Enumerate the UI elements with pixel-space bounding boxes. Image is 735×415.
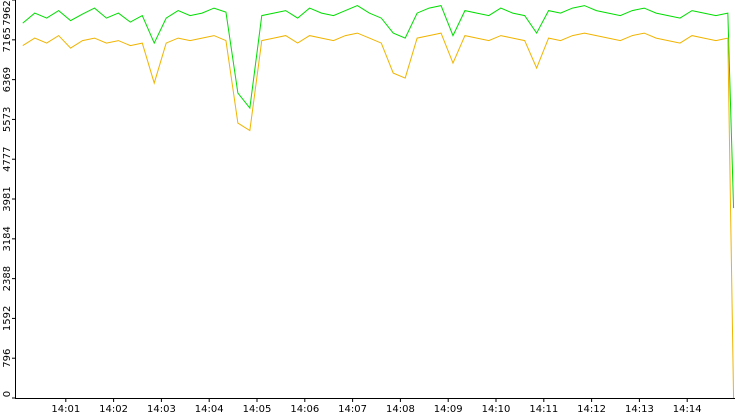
x-tick-label: 14:14 [673, 404, 702, 415]
x-tick-label: 14:13 [625, 404, 654, 415]
y-tick-label: 3981 [2, 186, 13, 211]
y-tick-label: 6369 [2, 67, 13, 92]
y-tick-label: 2388 [2, 266, 13, 291]
series-line [22, 5, 735, 209]
x-tick-label: 14:09 [434, 404, 463, 415]
y-tick-label: 1592 [2, 306, 13, 331]
y-tick-label: 4777 [2, 146, 13, 171]
x-tick-label: 14:07 [338, 404, 367, 415]
y-tick-label: 7165 [2, 27, 13, 52]
y-tick-label: 7962 [2, 0, 13, 25]
y-tick-label: 0 [2, 391, 13, 397]
x-tick-label: 14:02 [99, 404, 128, 415]
y-tick-label: 3184 [2, 226, 13, 251]
x-tick-label: 14:12 [577, 404, 606, 415]
x-tick-label: 14:08 [386, 404, 415, 415]
x-tick-label: 14:06 [290, 404, 319, 415]
x-tick-label: 14:03 [147, 404, 176, 415]
x-tick-label: 14:01 [51, 404, 80, 415]
series-line [22, 32, 735, 399]
y-tick-label: 796 [2, 349, 13, 368]
x-tick-label: 14:11 [529, 404, 558, 415]
x-tick-label: 14:10 [482, 404, 511, 415]
x-tick-label: 14:04 [195, 404, 224, 415]
x-tick-label: 14:05 [243, 404, 272, 415]
y-tick-label: 5573 [2, 107, 13, 132]
